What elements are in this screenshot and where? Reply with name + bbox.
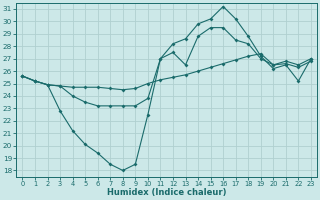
X-axis label: Humidex (Indice chaleur): Humidex (Indice chaleur) [107,188,227,197]
